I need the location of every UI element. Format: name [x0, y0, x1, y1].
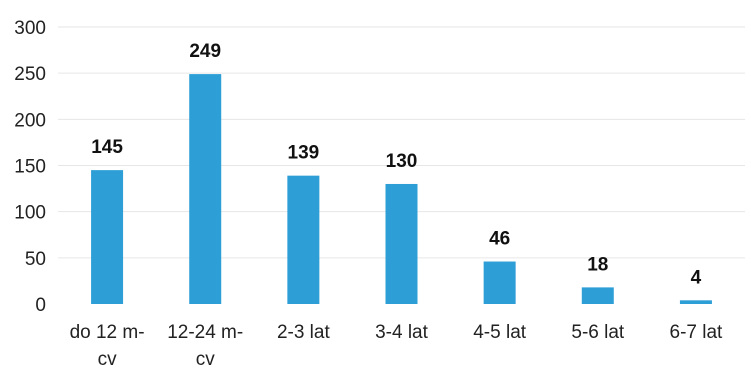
x-category-label: do 12 m- — [70, 322, 145, 343]
x-category-label: 3-4 lat — [375, 322, 429, 343]
data-label: 18 — [587, 254, 608, 275]
x-category-label: 5-6 lat — [571, 322, 625, 343]
data-label: 145 — [91, 137, 123, 158]
x-category-label: 12-24 m- — [167, 322, 243, 343]
y-tick-label: 300 — [14, 18, 46, 39]
data-label: 249 — [189, 41, 221, 62]
x-category-label: 6-7 lat — [670, 322, 724, 343]
bar — [581, 287, 614, 304]
x-category-label: cv — [196, 349, 216, 370]
y-tick-label: 200 — [14, 110, 46, 131]
y-tick-label: 0 — [35, 295, 46, 316]
data-label: 130 — [386, 151, 418, 172]
bar — [287, 175, 320, 304]
x-category-label: cv — [98, 349, 118, 370]
y-tick-label: 50 — [25, 249, 46, 270]
y-tick-label: 250 — [14, 64, 46, 85]
bar — [189, 74, 222, 304]
x-category-label: 2-3 lat — [277, 322, 331, 343]
bar — [483, 261, 516, 304]
data-label: 139 — [288, 143, 320, 164]
y-tick-label: 100 — [14, 203, 46, 224]
bar — [385, 183, 418, 304]
bar — [679, 300, 712, 304]
y-tick-label: 150 — [14, 157, 46, 178]
data-label: 46 — [489, 229, 510, 250]
data-label: 4 — [691, 267, 702, 288]
bar — [91, 170, 124, 304]
x-category-label: 4-5 lat — [473, 322, 527, 343]
